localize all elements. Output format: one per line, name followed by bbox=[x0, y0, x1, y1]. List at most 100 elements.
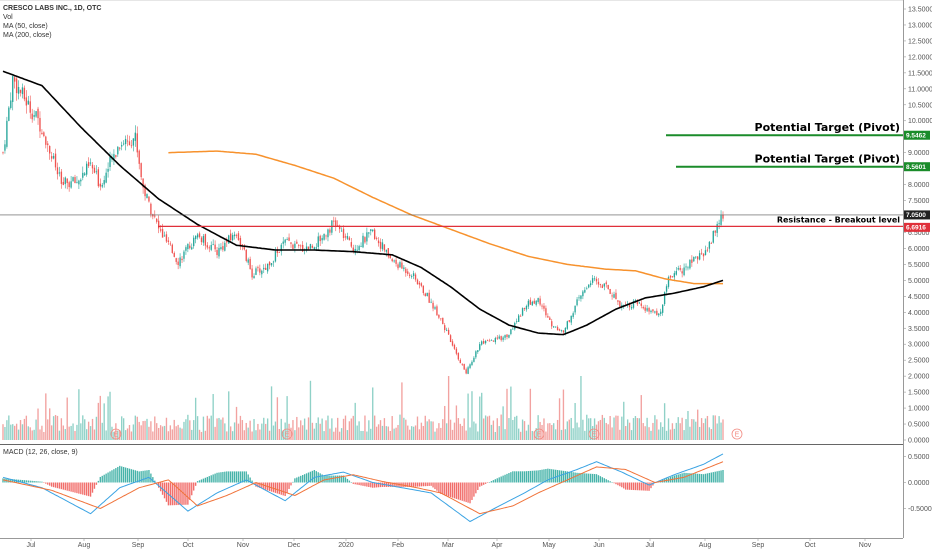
volume-bar bbox=[644, 426, 646, 440]
volume-bar bbox=[479, 396, 481, 440]
volume-bar bbox=[259, 429, 261, 440]
earnings-marker[interactable]: E bbox=[588, 428, 600, 440]
volume-bar bbox=[716, 423, 718, 440]
macd-hist-bar bbox=[424, 482, 426, 487]
candle-body bbox=[442, 317, 444, 325]
candle-body bbox=[381, 242, 384, 250]
target2-price-tag: 8.5601 bbox=[904, 162, 930, 172]
time-tick-label: Mar bbox=[442, 542, 455, 549]
macd-hist-bar bbox=[547, 468, 549, 483]
candle-body bbox=[335, 220, 337, 227]
candle-body bbox=[259, 268, 261, 273]
candle-body bbox=[194, 235, 197, 240]
earnings-marker[interactable]: E bbox=[533, 428, 545, 440]
volume-bar bbox=[342, 418, 345, 440]
candle-body bbox=[161, 228, 164, 238]
candle-body bbox=[560, 330, 563, 331]
macd-tick-label: -0.5000 bbox=[908, 506, 932, 513]
candle-body bbox=[494, 338, 497, 343]
legend-ma50[interactable]: MA (50, close) bbox=[3, 23, 48, 30]
macd-hist-bar bbox=[414, 482, 417, 487]
candle-body bbox=[325, 235, 327, 237]
macd-hist-bar bbox=[109, 471, 111, 483]
macd-hist-bar bbox=[397, 482, 399, 487]
legend-volume[interactable]: Vol bbox=[3, 14, 13, 21]
candle-body bbox=[654, 311, 656, 313]
candle-body bbox=[156, 218, 158, 222]
time-axis[interactable]: Jul Aug Sep Oct Nov Dec 2020 Feb Mar Apr May Jun Jul… bbox=[27, 538, 872, 549]
volume-bar bbox=[611, 427, 613, 440]
macd-hist-bar bbox=[206, 476, 209, 483]
macd-hist-bar bbox=[70, 482, 72, 492]
macd-hist-bar bbox=[630, 482, 633, 490]
macd-hist-bar bbox=[533, 470, 535, 483]
macd-axis[interactable]: 0.5000 0.0000 -0.5000 bbox=[903, 454, 932, 513]
volume-bar bbox=[438, 423, 440, 440]
volume-bar bbox=[387, 426, 389, 440]
volume-bar bbox=[280, 418, 282, 440]
legend-macd[interactable]: MACD (12, 26, close, 9) bbox=[3, 449, 78, 456]
macd-hist-bar bbox=[459, 482, 461, 501]
macd-hist-bar bbox=[243, 471, 245, 483]
signal-line bbox=[2, 461, 724, 515]
price-tick-label: 11.0000 bbox=[908, 86, 932, 93]
candle-body bbox=[486, 340, 489, 342]
candle-body bbox=[173, 252, 175, 257]
macd-hist-bar bbox=[62, 482, 65, 490]
candle-body bbox=[391, 259, 393, 262]
macd-hist-bar bbox=[500, 476, 502, 483]
candle-body bbox=[418, 282, 421, 285]
volume-bar bbox=[130, 431, 133, 440]
earnings-marker[interactable]: E bbox=[731, 428, 743, 440]
volume-bar bbox=[105, 430, 107, 440]
candle-body bbox=[492, 340, 495, 342]
candle-body bbox=[37, 108, 39, 119]
candle-body bbox=[122, 143, 125, 145]
macd-hist-bar bbox=[597, 475, 600, 483]
macd-hist-bar bbox=[642, 482, 644, 491]
macd-hist-bar bbox=[442, 482, 444, 495]
price-tick-label: 4.5000 bbox=[908, 294, 930, 301]
volume-bar bbox=[628, 422, 631, 440]
macd-hist-bar bbox=[202, 478, 205, 483]
volume-bar bbox=[91, 418, 94, 440]
volume-bar bbox=[107, 396, 109, 440]
candle-body bbox=[56, 167, 59, 175]
macd-hist-bar bbox=[545, 468, 547, 483]
macd-hist-bar bbox=[621, 482, 623, 488]
volume-bar bbox=[142, 421, 144, 440]
candle-body bbox=[130, 145, 133, 147]
candle-body bbox=[704, 250, 707, 255]
candle-body bbox=[356, 249, 358, 251]
volume-bar bbox=[309, 380, 312, 440]
candle-body bbox=[716, 223, 718, 233]
macd-hist-bar bbox=[124, 467, 127, 483]
candle-body bbox=[157, 220, 160, 229]
macd-hist-bar bbox=[623, 482, 625, 489]
candle-body bbox=[255, 268, 257, 275]
volume-bar bbox=[169, 425, 172, 440]
candle-body bbox=[119, 147, 121, 149]
macd-hist-bar bbox=[270, 482, 273, 492]
volume-bar bbox=[377, 424, 380, 440]
candle-body bbox=[574, 305, 576, 313]
earnings-marker[interactable]: E bbox=[281, 428, 293, 440]
volume-bar bbox=[148, 426, 150, 440]
macd-hist-bar bbox=[29, 480, 31, 483]
legend-ma200[interactable]: MA (200, close) bbox=[3, 32, 52, 39]
macd-hist-bar bbox=[603, 478, 605, 483]
time-tick-label: May bbox=[542, 542, 556, 549]
volume-bar bbox=[481, 392, 483, 440]
candle-body bbox=[370, 229, 372, 231]
macd-hist-bar bbox=[354, 482, 356, 485]
macd-hist-bar bbox=[169, 482, 172, 506]
macd-hist-bar bbox=[387, 482, 389, 487]
earnings-marker[interactable]: E bbox=[110, 428, 122, 440]
macd-hist-bar bbox=[537, 470, 539, 483]
macd-hist-bar bbox=[284, 482, 286, 497]
macd-hist-bar bbox=[76, 482, 78, 494]
macd-hist-bar bbox=[457, 482, 460, 500]
candle-body bbox=[247, 259, 249, 263]
volume-bar bbox=[660, 422, 662, 440]
